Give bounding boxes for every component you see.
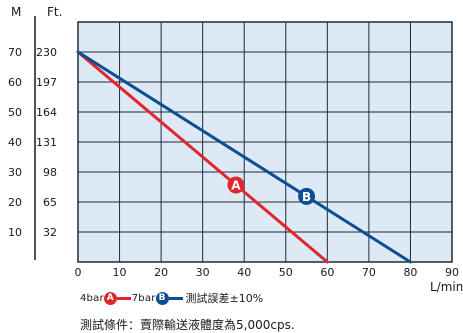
x-tick-90: 90: [445, 266, 459, 279]
y-tick-m-50: 50: [8, 106, 22, 119]
x-tick-0: 0: [75, 266, 82, 279]
left-axis-unit: M: [11, 5, 22, 19]
y-tick-ft-131: 131: [36, 136, 57, 149]
x-tick-labels: 0 10 20 30 40 50 60 70 80 90: [75, 266, 460, 279]
x-tick-50: 50: [279, 266, 293, 279]
x-tick-20: 20: [154, 266, 168, 279]
right-axis-unit: Ft.: [47, 5, 63, 19]
y-tick-m-20: 20: [8, 196, 22, 209]
series-line-b: [76, 50, 412, 264]
legend-a-swatch: [116, 296, 131, 300]
y-tick-labels-feet: 32 65 98 131 164 197 230: [36, 46, 57, 239]
legend-a-marker: A: [103, 291, 117, 305]
legend: 4bar A 7bar B 測試誤差±10%: [80, 290, 263, 306]
y-tick-ft-65: 65: [43, 196, 57, 209]
legend-b-pressure: 7bar: [131, 292, 156, 304]
x-tick-80: 80: [403, 266, 417, 279]
series-lines: [76, 50, 412, 264]
legend-a-pressure: 4bar: [80, 292, 104, 304]
y-tick-ft-197: 197: [36, 76, 57, 89]
x-tick-40: 40: [237, 266, 251, 279]
x-tick-30: 30: [196, 266, 210, 279]
x-tick-10: 10: [113, 266, 127, 279]
series-line-a: [76, 50, 329, 264]
y-tick-ft-32: 32: [43, 226, 57, 239]
y-tick-ft-230: 230: [36, 46, 57, 59]
series-marker-label-b: B: [302, 190, 311, 204]
series-markers: AB: [227, 176, 316, 205]
series-marker-b: [298, 187, 316, 205]
horizontal-gridlines: [78, 51, 452, 233]
y-tick-m-70: 70: [8, 46, 22, 59]
y-tick-labels-meters: 10 20 30 40 50 60 70: [8, 46, 22, 239]
y-tick-m-60: 60: [8, 76, 22, 89]
footnote: 測試條件：賣際輸送液體度為5,000cps.: [80, 318, 295, 332]
series-marker-a: [227, 176, 245, 194]
legend-b-marker: B: [155, 291, 169, 305]
series-marker-label-a: A: [231, 179, 241, 193]
x-tick-70: 70: [362, 266, 376, 279]
y-tick-m-10: 10: [8, 226, 22, 239]
y-tick-m-40: 40: [8, 136, 22, 149]
legend-b-swatch: [168, 296, 183, 300]
tolerance-note: 測試誤差±10%: [185, 292, 264, 305]
y-tick-ft-164: 164: [36, 106, 57, 119]
x-axis-label: L/min: [430, 280, 463, 294]
x-tick-60: 60: [320, 266, 334, 279]
y-tick-m-30: 30: [8, 166, 22, 179]
y-tick-ft-98: 98: [43, 166, 57, 179]
